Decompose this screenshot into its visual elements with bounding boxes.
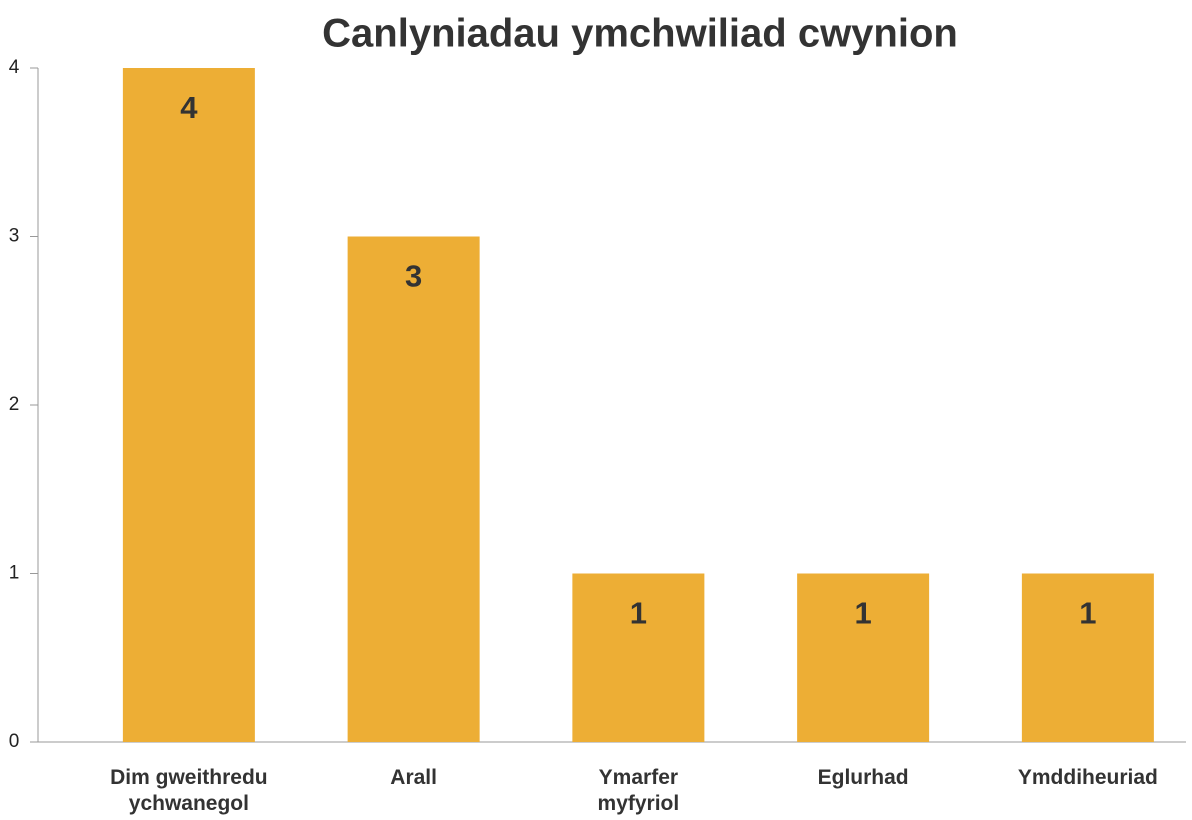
- y-tick-label: 3: [9, 226, 20, 247]
- chart-title: Canlyniadau ymchwiliad cwynion: [322, 12, 958, 56]
- x-tick-label: Ymarfer myfyriol: [598, 766, 680, 815]
- bar: [1021, 573, 1154, 742]
- x-tick-label: Arall: [390, 766, 437, 789]
- bar: [572, 573, 705, 742]
- bar: [347, 236, 480, 742]
- y-tick-label: 4: [9, 57, 20, 78]
- y-tick-label: 1: [9, 563, 20, 584]
- y-tick-label: 2: [9, 394, 20, 415]
- value-label: 1: [1079, 596, 1096, 631]
- bar: [122, 68, 255, 742]
- y-tick-label: 0: [9, 731, 20, 752]
- x-tick-label: Ymddiheuriad: [1018, 766, 1158, 789]
- bar: [797, 573, 930, 742]
- value-label: 4: [180, 90, 198, 125]
- value-label: 1: [855, 596, 872, 631]
- x-tick-label: Eglurhad: [818, 766, 909, 789]
- value-label: 1: [630, 596, 647, 631]
- x-tick-label: Dim gweithredu ychwanegol: [110, 766, 268, 815]
- value-label: 3: [405, 259, 422, 294]
